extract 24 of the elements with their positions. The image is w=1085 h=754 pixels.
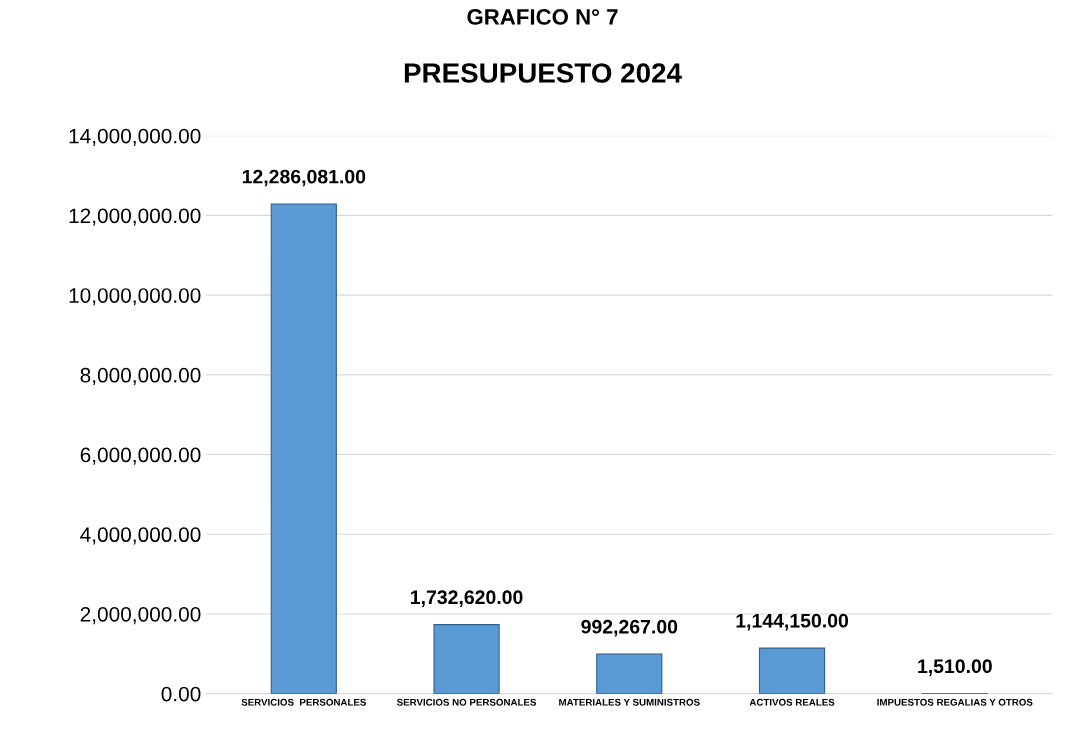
y-tick-label: 2,000,000.00 [80,606,201,625]
x-tick-label: IMPUESTOS REGALIAS Y OTROS [877,698,1033,706]
bar [596,653,663,694]
bar [433,624,500,694]
x-tick-label: SERVICIOS PERSONALES [241,698,366,706]
y-tick-label: 14,000,000.00 [69,128,201,146]
bar [758,647,826,694]
chart-title: PRESUPUESTO 2024 [404,63,682,83]
y-tick-label: 4,000,000.00 [80,527,201,545]
x-tick-label: SERVICIOS NO PERSONALES [396,698,537,706]
text: GRAFICO N° 7 [467,9,618,25]
data-label: 1,144,150.00 [736,613,849,631]
y-tick-label: 12,000,000.00 [69,208,201,226]
y-tick-label: 6,000,000.00 [80,447,201,465]
data-label: 1,732,620.00 [411,590,523,607]
y-tick-label: 0.00 [161,686,201,702]
data-label: 992,267.00 [581,619,678,637]
data-label: 12,286,081.00 [242,169,366,187]
x-tick-label: ACTIVOS REALES [749,698,835,706]
y-tick-label: 8,000,000.00 [80,367,201,386]
bar [270,203,337,694]
y-tick-label: 10,000,000.00 [69,288,201,306]
data-label: 1,510.00 [918,659,992,676]
x-tick-label: MATERIALES Y SUMINISTROS [559,698,700,706]
